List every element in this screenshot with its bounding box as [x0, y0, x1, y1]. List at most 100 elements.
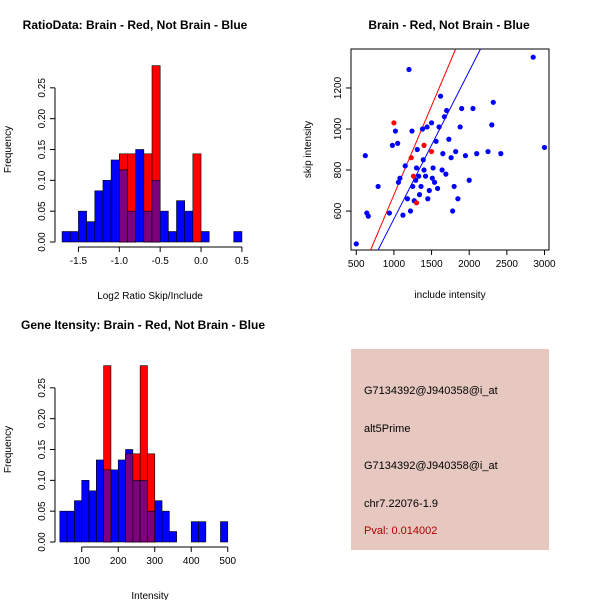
scatter-point-not-brain	[450, 208, 456, 214]
scatter-point-not-brain	[419, 126, 426, 132]
y-tick-label: 1200	[333, 76, 344, 99]
histogram-bar-not-brain	[78, 210, 87, 243]
scatter-point-not-brain	[404, 196, 411, 202]
histogram-bar-not-brain	[96, 459, 104, 543]
scatter-point-not-brain	[485, 148, 491, 155]
histogram-bar-not-brain	[61, 231, 71, 243]
chart-title: Brain - Red, Not Brain - Blue	[368, 18, 530, 32]
x-tick-label: 1500	[420, 259, 443, 270]
y-tick-label: 1000	[333, 117, 344, 140]
scatter-point-not-brain	[416, 173, 422, 179]
scatter-point-brain	[408, 155, 414, 161]
scatter-point-not-brain	[446, 136, 452, 142]
x-tick-label: 2500	[496, 259, 519, 270]
histogram-bar-brain	[192, 153, 202, 243]
histogram-bar-not-brain	[184, 210, 194, 243]
scatter-point-not-brain	[433, 138, 439, 144]
scatter-point-not-brain	[466, 177, 472, 183]
scatter-point-not-brain	[498, 151, 504, 157]
histogram-bar-not-brain	[88, 490, 97, 543]
scatter-point-not-brain	[414, 146, 420, 153]
scatter-point-not-brain	[413, 165, 420, 171]
scatter-point-not-brain	[462, 153, 469, 159]
histogram-bar-overlap	[143, 210, 153, 243]
y-tick-label: 0.20	[37, 108, 48, 128]
histogram-bar-overlap	[151, 180, 161, 243]
scatter-point-not-brain	[362, 153, 368, 159]
x-tick-label: 400	[183, 556, 200, 567]
histogram-bar-overlap	[132, 480, 141, 543]
scatter-point-not-brain	[455, 196, 461, 202]
scatter-point-not-brain	[425, 196, 431, 202]
x-tick-label: 2000	[458, 259, 481, 270]
scatter-point-not-brain	[353, 241, 359, 247]
x-tick-label: 500	[348, 259, 365, 270]
scatter-point-not-brain	[420, 157, 426, 163]
genomic-location: chr7.22076-1.9	[364, 498, 438, 510]
histogram-bar-not-brain	[74, 500, 83, 543]
y-tick-label: 0.10	[37, 470, 48, 490]
y-tick-label: 800	[333, 161, 344, 178]
probe-id: G7134392@J940358@i_at	[364, 385, 498, 397]
histogram-bar-overlap	[103, 469, 112, 543]
histogram-bar-not-brain	[117, 459, 126, 543]
scatter-point-not-brain	[422, 173, 429, 179]
plot-frame	[350, 48, 550, 251]
scatter-point-not-brain	[395, 140, 401, 146]
y-axis-title: Frequency	[3, 426, 14, 473]
histogram-bar-not-brain	[161, 510, 170, 543]
histogram-bar-not-brain	[102, 180, 112, 243]
scatter-point-not-brain	[386, 210, 392, 216]
scatter-point-not-brain	[392, 128, 399, 134]
scatter-point-not-brain	[395, 179, 402, 185]
scatter-point-brain	[413, 200, 420, 206]
scatter-point-not-brain	[459, 105, 465, 112]
scatter-point-not-brain	[397, 175, 403, 181]
gene-intensity-histogram-panel: Gene Itensity: Brain - Red, Not Brain - …	[3, 318, 265, 600]
scatter-point-not-brain	[409, 128, 415, 134]
fit-line-blue	[377, 48, 481, 251]
x-tick-label: 0.5	[235, 256, 249, 267]
probe-id-repeat: G7134392@J940358@i_at	[364, 460, 498, 472]
scatter-point-not-brain	[426, 187, 432, 194]
x-tick-label: 500	[219, 556, 236, 567]
y-axis-title: skip intensity	[303, 121, 314, 178]
scatter-point-not-brain	[489, 122, 495, 128]
histogram-bar-not-brain	[154, 500, 163, 543]
scatter-point-not-brain	[453, 148, 459, 155]
histogram-bar-overlap	[127, 210, 136, 243]
scatter-point-not-brain	[421, 167, 427, 173]
y-tick-label: 600	[333, 202, 344, 219]
scatter-point-not-brain	[365, 213, 371, 219]
p-value: Pval: 0.014002	[364, 525, 438, 537]
x-tick-label: 200	[110, 556, 127, 567]
x-axis-title: Intensity	[131, 591, 168, 600]
y-tick-label: 0.15	[37, 439, 48, 459]
scatter-point-not-brain	[440, 151, 446, 157]
scatter-point-not-brain	[429, 175, 435, 181]
histogram-bar-not-brain	[66, 510, 75, 543]
histogram-bar-not-brain	[198, 521, 207, 543]
histogram-bar-not-brain	[233, 231, 243, 243]
x-tick-label: 0.0	[194, 256, 208, 267]
scatter-point-not-brain	[439, 167, 445, 173]
scatter-point-brain	[421, 142, 427, 148]
scatter-point-not-brain	[407, 208, 414, 214]
x-axis-title: include intensity	[414, 290, 485, 301]
scatter-point-not-brain	[406, 66, 412, 73]
scatter-point-not-brain	[428, 120, 435, 126]
chart-title: RatioData: Brain - Red, Not Brain - Blue	[23, 18, 248, 32]
y-tick-label: 0.00	[37, 232, 48, 252]
scatter-point-brain	[428, 148, 435, 155]
x-axis-title: Log2 Ratio Skip/Include	[97, 291, 203, 302]
histogram-bar-overlap	[125, 453, 134, 543]
scatter-point-not-brain	[443, 171, 449, 177]
histogram-bar-not-brain	[86, 221, 96, 243]
histogram-bar-not-brain	[169, 531, 177, 543]
scatter-point-not-brain	[400, 212, 406, 218]
histogram-bar-not-brain	[81, 480, 90, 543]
histogram-bar-not-brain	[59, 510, 68, 543]
scatter-point-not-brain	[416, 192, 423, 198]
histogram-bar-not-brain	[220, 521, 229, 543]
x-tick-label: 1000	[383, 259, 406, 270]
